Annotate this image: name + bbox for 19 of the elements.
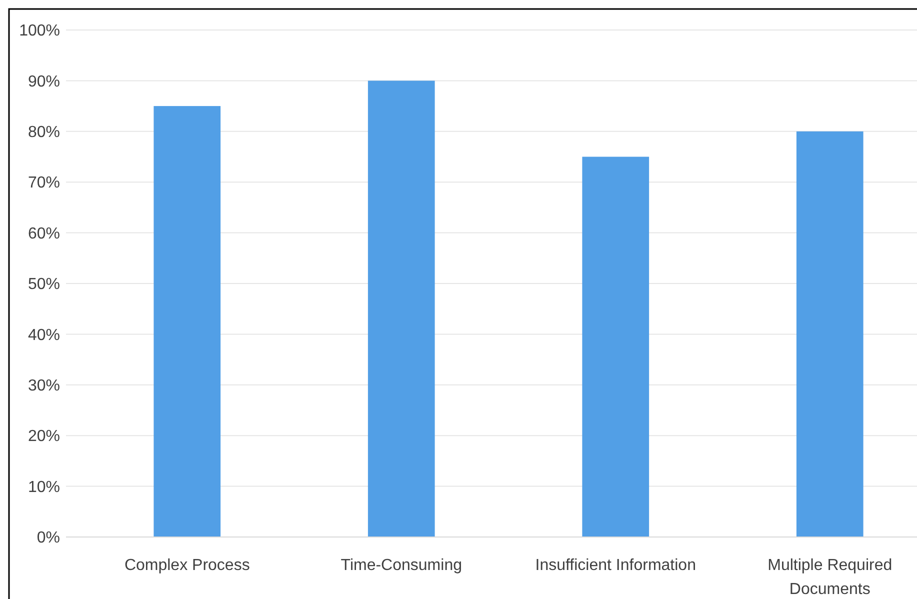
y-tick-label: 80% bbox=[28, 124, 60, 141]
bar bbox=[796, 131, 864, 537]
y-tick-label: 40% bbox=[28, 326, 60, 344]
x-tick-label: Multiple Required Documents bbox=[768, 557, 892, 598]
y-tick-label: 50% bbox=[28, 276, 60, 294]
bar bbox=[368, 80, 435, 537]
x-tick-label: Insufficient Information bbox=[535, 557, 696, 574]
y-tick-label: 30% bbox=[28, 378, 60, 394]
bar bbox=[154, 106, 221, 537]
y-tick-label: 10% bbox=[28, 478, 60, 496]
y-tick-label: 90% bbox=[28, 73, 60, 90]
x-tick-label: Complex Process bbox=[124, 557, 250, 574]
y-tick-label: 70% bbox=[28, 174, 60, 192]
y-tick-label: 0% bbox=[36, 530, 60, 547]
y-tick-label: 100% bbox=[19, 22, 60, 40]
x-tick-label: Time-Consuming bbox=[340, 557, 462, 574]
y-tick-label: 60% bbox=[28, 225, 60, 242]
y-tick-label: 20% bbox=[28, 428, 60, 446]
bar bbox=[582, 156, 650, 537]
